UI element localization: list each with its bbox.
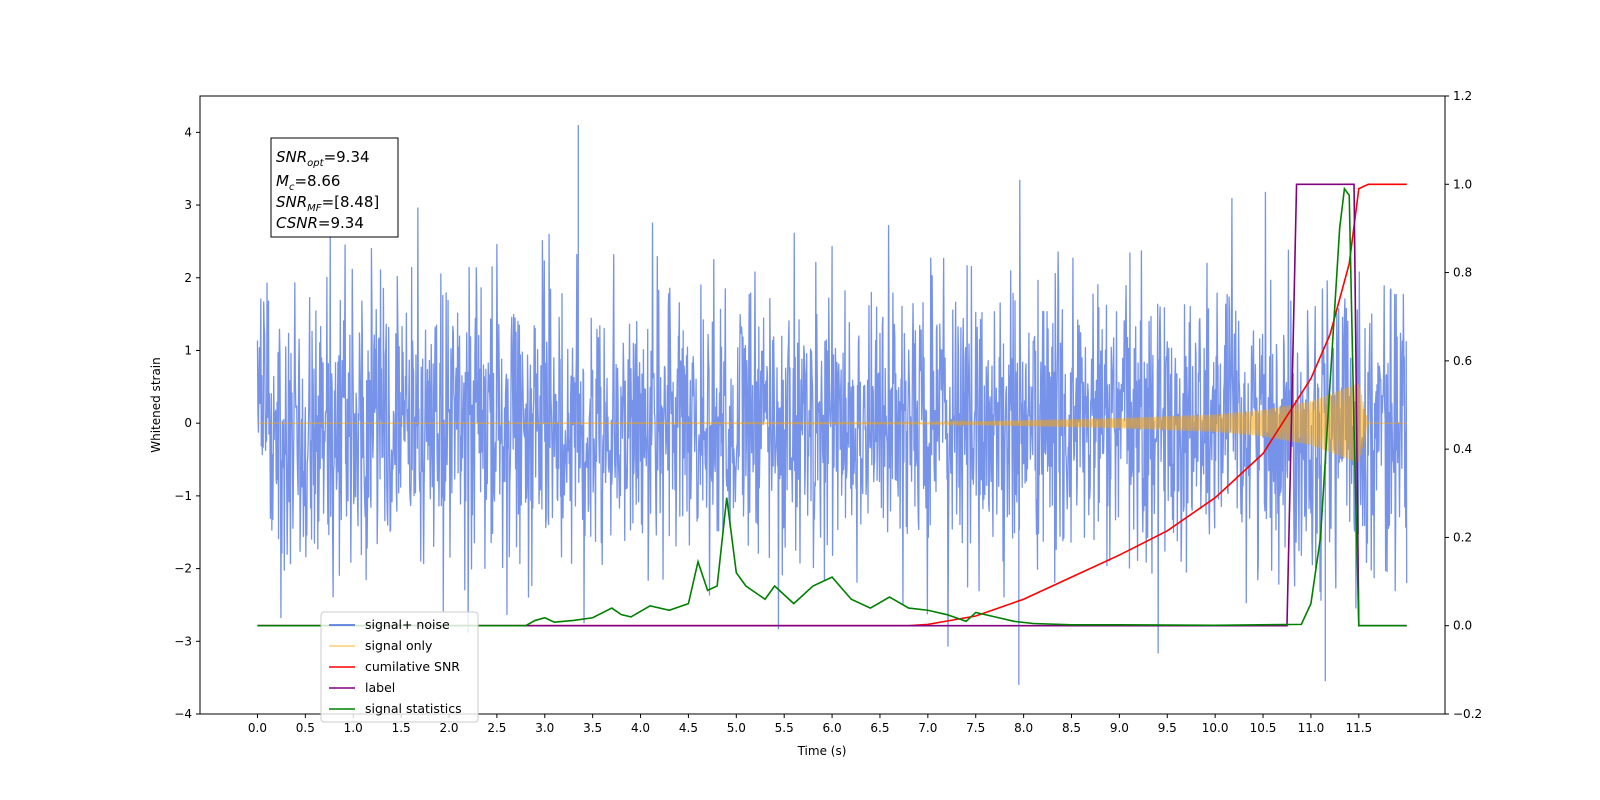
x-axis-label: Time (s) [797, 744, 847, 758]
legend-label-signal-statistics: signal statistics [365, 701, 462, 716]
x-tick-label-13: 6.5 [870, 721, 889, 735]
x-tick-label-6: 3.0 [535, 721, 554, 735]
annotation-box: SNRopt=9.34 Mc=8.66 SNRMF=[8.48] CSNR=9.… [270, 137, 399, 238]
x-tick-label-16: 8.0 [1014, 721, 1033, 735]
plot-area [256, 125, 1408, 685]
y-tick-label-7: −3 [174, 634, 192, 648]
y-tick-label-6: −2 [174, 562, 192, 576]
y2-tick-label-2: 0.8 [1453, 266, 1472, 280]
legend-label-signal-noise: signal+ noise [365, 617, 450, 632]
y2-tick-label-3: 0.6 [1453, 354, 1472, 368]
y-axis-right: 1.2 1.0 0.8 0.6 0.4 0.2 0.0 −0.2 [1445, 89, 1482, 721]
y-tick-label-4: 0 [184, 416, 192, 430]
legend-label-signal-only: signal only [365, 638, 433, 653]
x-tick-label-22: 11.0 [1298, 721, 1325, 735]
y-axis-left: 4 3 2 1 0 −1 −2 −3 −4 [174, 125, 200, 721]
x-tick-label-2: 1.0 [344, 721, 363, 735]
y-tick-label-8: −4 [174, 707, 192, 721]
legend-frame [320, 611, 479, 723]
x-tick-label-7: 3.5 [583, 721, 602, 735]
x-tick-label-1: 0.5 [296, 721, 315, 735]
annotation-mc: Mc=8.66 [276, 172, 340, 193]
x-axis: 0.0 0.5 1.0 1.5 2.0 2.5 3.0 3.5 4.0 4.5 5.0 5.5 6.0 6… [248, 714, 1372, 735]
x-tick-label-10: 5.0 [727, 721, 746, 735]
x-tick-label-3: 1.5 [392, 721, 411, 735]
legend: signal+ noise signal only cumilative SNR… [320, 611, 479, 723]
x-tick-label-9: 4.5 [679, 721, 698, 735]
x-tick-label-20: 10.0 [1202, 721, 1229, 735]
annotation-snr-opt: SNRopt=9.34 [276, 148, 370, 169]
y-tick-label-0: 4 [184, 125, 192, 139]
y-tick-label-3: 1 [184, 343, 192, 357]
series-signal-statistics [257, 186, 1407, 627]
plot-frame [199, 95, 1446, 715]
y-axis-label: Whitened strain [149, 357, 163, 453]
y-tick-label-1: 3 [184, 198, 192, 212]
series-signal-noise [256, 125, 1408, 685]
x-tick-label-5: 2.5 [487, 721, 506, 735]
legend-label-label: label [365, 680, 395, 695]
y2-tick-label-7: −0.2 [1453, 707, 1482, 721]
legend-label-cumilative-snr: cumilative SNR [365, 659, 460, 674]
y2-tick-label-4: 0.4 [1453, 442, 1472, 456]
x-tick-label-21: 10.5 [1250, 721, 1277, 735]
x-tick-label-8: 4.0 [631, 721, 650, 735]
annotation-frame [270, 137, 399, 238]
annotation-snr-mf: SNRMF=[8.48] [276, 193, 379, 214]
x-tick-label-12: 6.0 [823, 721, 842, 735]
y2-tick-label-5: 0.2 [1453, 530, 1472, 544]
x-tick-label-23: 11.5 [1345, 721, 1372, 735]
x-tick-label-14: 7.0 [918, 721, 937, 735]
y-tick-label-2: 2 [184, 271, 192, 285]
x-tick-label-19: 9.5 [1158, 721, 1177, 735]
y2-tick-label-6: 0.0 [1453, 619, 1472, 633]
y-tick-label-5: −1 [174, 489, 192, 503]
x-tick-label-0: 0.0 [248, 721, 267, 735]
y2-tick-label-0: 1.2 [1453, 89, 1472, 103]
x-tick-label-4: 2.0 [439, 721, 458, 735]
annotation-csnr: CSNR=9.34 [276, 214, 364, 232]
y2-tick-label-1: 1.0 [1453, 177, 1472, 191]
x-tick-label-18: 9.0 [1110, 721, 1129, 735]
x-tick-label-15: 7.5 [966, 721, 985, 735]
series-signal-only [257, 383, 1407, 463]
x-tick-label-11: 5.5 [775, 721, 794, 735]
x-tick-label-17: 8.5 [1062, 721, 1081, 735]
